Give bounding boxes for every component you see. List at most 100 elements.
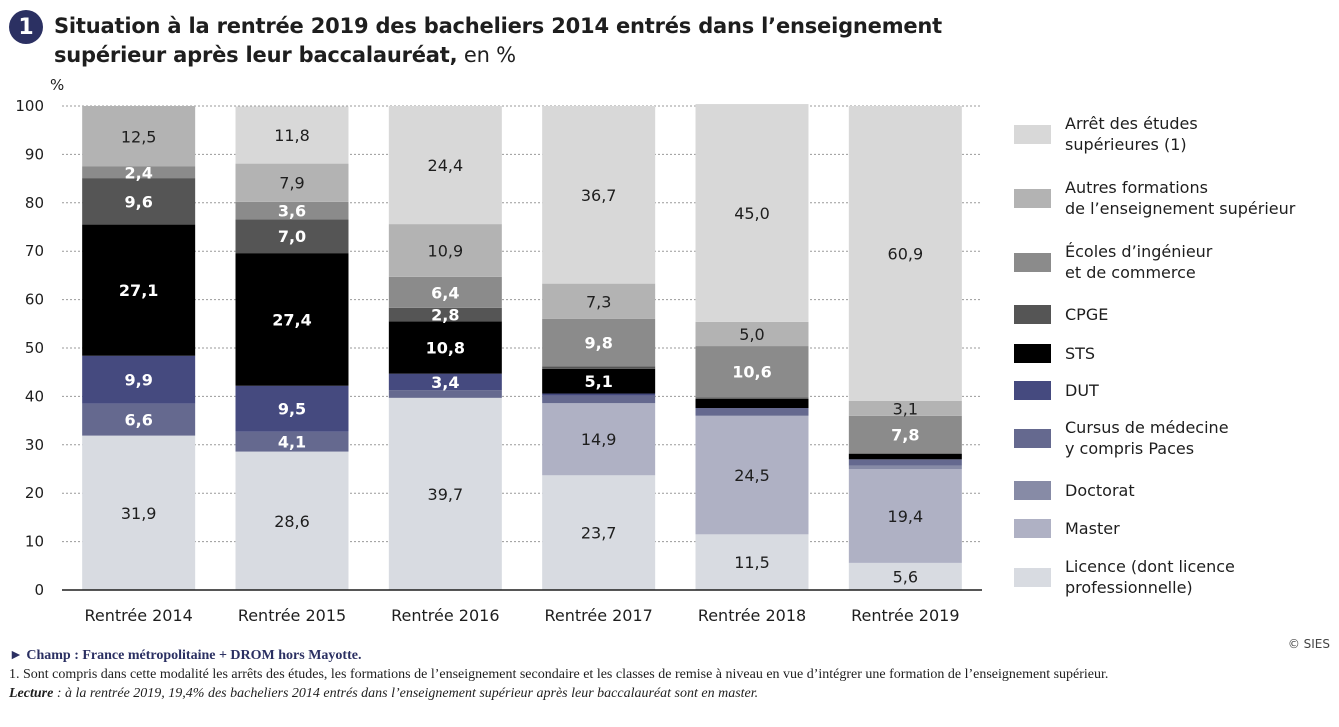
legend-label: STS <box>1065 344 1096 363</box>
y-tick-label: 90 <box>25 145 44 163</box>
bar-segment <box>235 451 349 590</box>
bar-segment <box>235 431 349 452</box>
chart-title-text: Situation à la rentrée 2019 des bachelie… <box>54 14 943 67</box>
legend-label: Doctorat <box>1065 481 1135 500</box>
bar-data-label: 19,4 <box>888 507 924 526</box>
note-footnote-1: 1. Sont compris dans cette modalité les … <box>9 665 1334 684</box>
bar-data-label: 5,6 <box>893 567 918 586</box>
x-tick-label: Rentrée 2017 <box>544 606 652 625</box>
bar-segment <box>388 106 502 225</box>
bar-data-label: 9,5 <box>278 400 306 419</box>
legend-swatch <box>1014 428 1051 448</box>
bar-segment <box>82 166 196 179</box>
bar-segment <box>848 469 962 563</box>
bar-data-label: 2,8 <box>431 306 459 325</box>
bar-segment <box>388 307 502 322</box>
bar-segment <box>695 415 809 535</box>
y-tick-label: 70 <box>25 242 44 260</box>
legend-swatch <box>1014 344 1051 363</box>
bar-segment <box>82 224 196 356</box>
bar-segment <box>848 400 962 416</box>
legend-item: Arrêt des études supérieures (1) <box>1014 113 1335 155</box>
bar-segment <box>388 397 502 590</box>
y-tick-label: 60 <box>25 291 44 309</box>
bar-data-label: 11,5 <box>734 553 770 572</box>
bar-data-label: 7,9 <box>279 174 304 193</box>
bar-data-label: 7,0 <box>278 227 306 246</box>
x-tick-label: Rentrée 2015 <box>238 606 346 625</box>
legend-item: Autres formations de l’enseignement supé… <box>1014 177 1335 219</box>
y-tick-label: 80 <box>25 194 44 212</box>
bar-data-label: 3,6 <box>278 202 306 221</box>
legend-swatch <box>1014 252 1051 272</box>
bar-segment <box>848 562 962 590</box>
bar-segment <box>848 459 962 466</box>
bar-segment <box>695 398 809 409</box>
bar-segment <box>388 321 502 374</box>
bar-data-label: 6,4 <box>431 283 459 302</box>
bar-data-label: 14,9 <box>581 430 617 449</box>
bar-segment <box>542 318 656 367</box>
legend-label: Licence (dont licence professionnelle) <box>1065 557 1235 597</box>
bar-segment <box>695 534 809 590</box>
bar-segment <box>848 453 962 460</box>
bar-segment <box>82 435 196 590</box>
chart-notes: ► Champ : France métropolitaine + DROM h… <box>9 646 1334 703</box>
bar-data-label: 27,4 <box>272 310 311 329</box>
legend-label: DUT <box>1065 381 1099 400</box>
bar-segment <box>695 104 809 322</box>
y-tick-label: 40 <box>25 387 44 405</box>
bar-data-label: 31,9 <box>121 504 157 523</box>
y-tick-label: 30 <box>25 436 44 454</box>
chart-title-unit: en % <box>457 43 516 67</box>
legend-item: DUT <box>1014 380 1335 401</box>
bar-segment <box>388 224 502 277</box>
legend-swatch <box>1014 519 1051 538</box>
bar-data-label: 9,8 <box>584 334 612 353</box>
bar-segment <box>235 163 349 202</box>
bar-data-label: 2,4 <box>124 163 152 182</box>
legend-item: Doctorat <box>1014 480 1335 501</box>
legend-label: Écoles d’ingénieur et de commerce <box>1065 242 1213 282</box>
bar-data-label: 7,3 <box>586 292 611 311</box>
legend-label: CPGE <box>1065 305 1109 324</box>
bar-segment <box>542 475 656 590</box>
bar-data-label: 9,6 <box>124 192 152 211</box>
note-footnote-text: Sont compris dans cette modalité les arr… <box>19 667 1109 682</box>
bar-data-label: 10,8 <box>426 339 465 358</box>
legend-swatch <box>1014 381 1051 400</box>
bar-data-label: 5,1 <box>584 372 612 391</box>
x-tick-label: Rentrée 2019 <box>851 606 959 625</box>
bar-segment <box>82 403 196 436</box>
x-tick-label: Rentrée 2018 <box>698 606 806 625</box>
legend-item: Cursus de médecine y compris Paces <box>1014 417 1335 459</box>
y-tick-label: 50 <box>25 339 44 357</box>
y-tick-label: 10 <box>25 533 44 551</box>
bar-segment <box>82 178 196 225</box>
stacked-bar-chart: % 0 10 20 30 40 50 60 70 80 90 100 31,9 6,6 9,9 27,1 9,6… <box>15 76 982 625</box>
bar-data-label: 24,5 <box>734 466 770 485</box>
bar-data-label: 6,6 <box>124 411 152 430</box>
legend-swatch <box>1014 481 1051 500</box>
legend-swatch <box>1014 188 1051 208</box>
legend-label: Master <box>1065 519 1120 538</box>
chart-title: Situation à la rentrée 2019 des bachelie… <box>54 12 1054 70</box>
bar-segment <box>542 395 656 404</box>
legend-swatch <box>1014 124 1051 144</box>
bar-segment <box>235 385 349 432</box>
bar-data-label: 39,7 <box>428 485 464 504</box>
bar-data-label: 11,8 <box>274 126 310 145</box>
bar-data-label: 10,6 <box>732 363 771 382</box>
legend-item: STS <box>1014 343 1335 364</box>
legend-item: Master <box>1014 518 1335 539</box>
chart-legend: Arrêt des études supérieures (1) Autres f… <box>1014 0 1339 600</box>
bar-segment <box>388 373 502 391</box>
bar-segment <box>542 106 656 284</box>
y-tick-label: 20 <box>25 484 44 502</box>
y-tick-label: 100 <box>15 97 44 115</box>
figure-number-badge: 1 <box>9 10 43 44</box>
bar-segment <box>235 201 349 220</box>
bar-data-label: 10,9 <box>428 241 464 260</box>
bar-segment <box>542 283 656 319</box>
bar-segment <box>848 415 962 454</box>
